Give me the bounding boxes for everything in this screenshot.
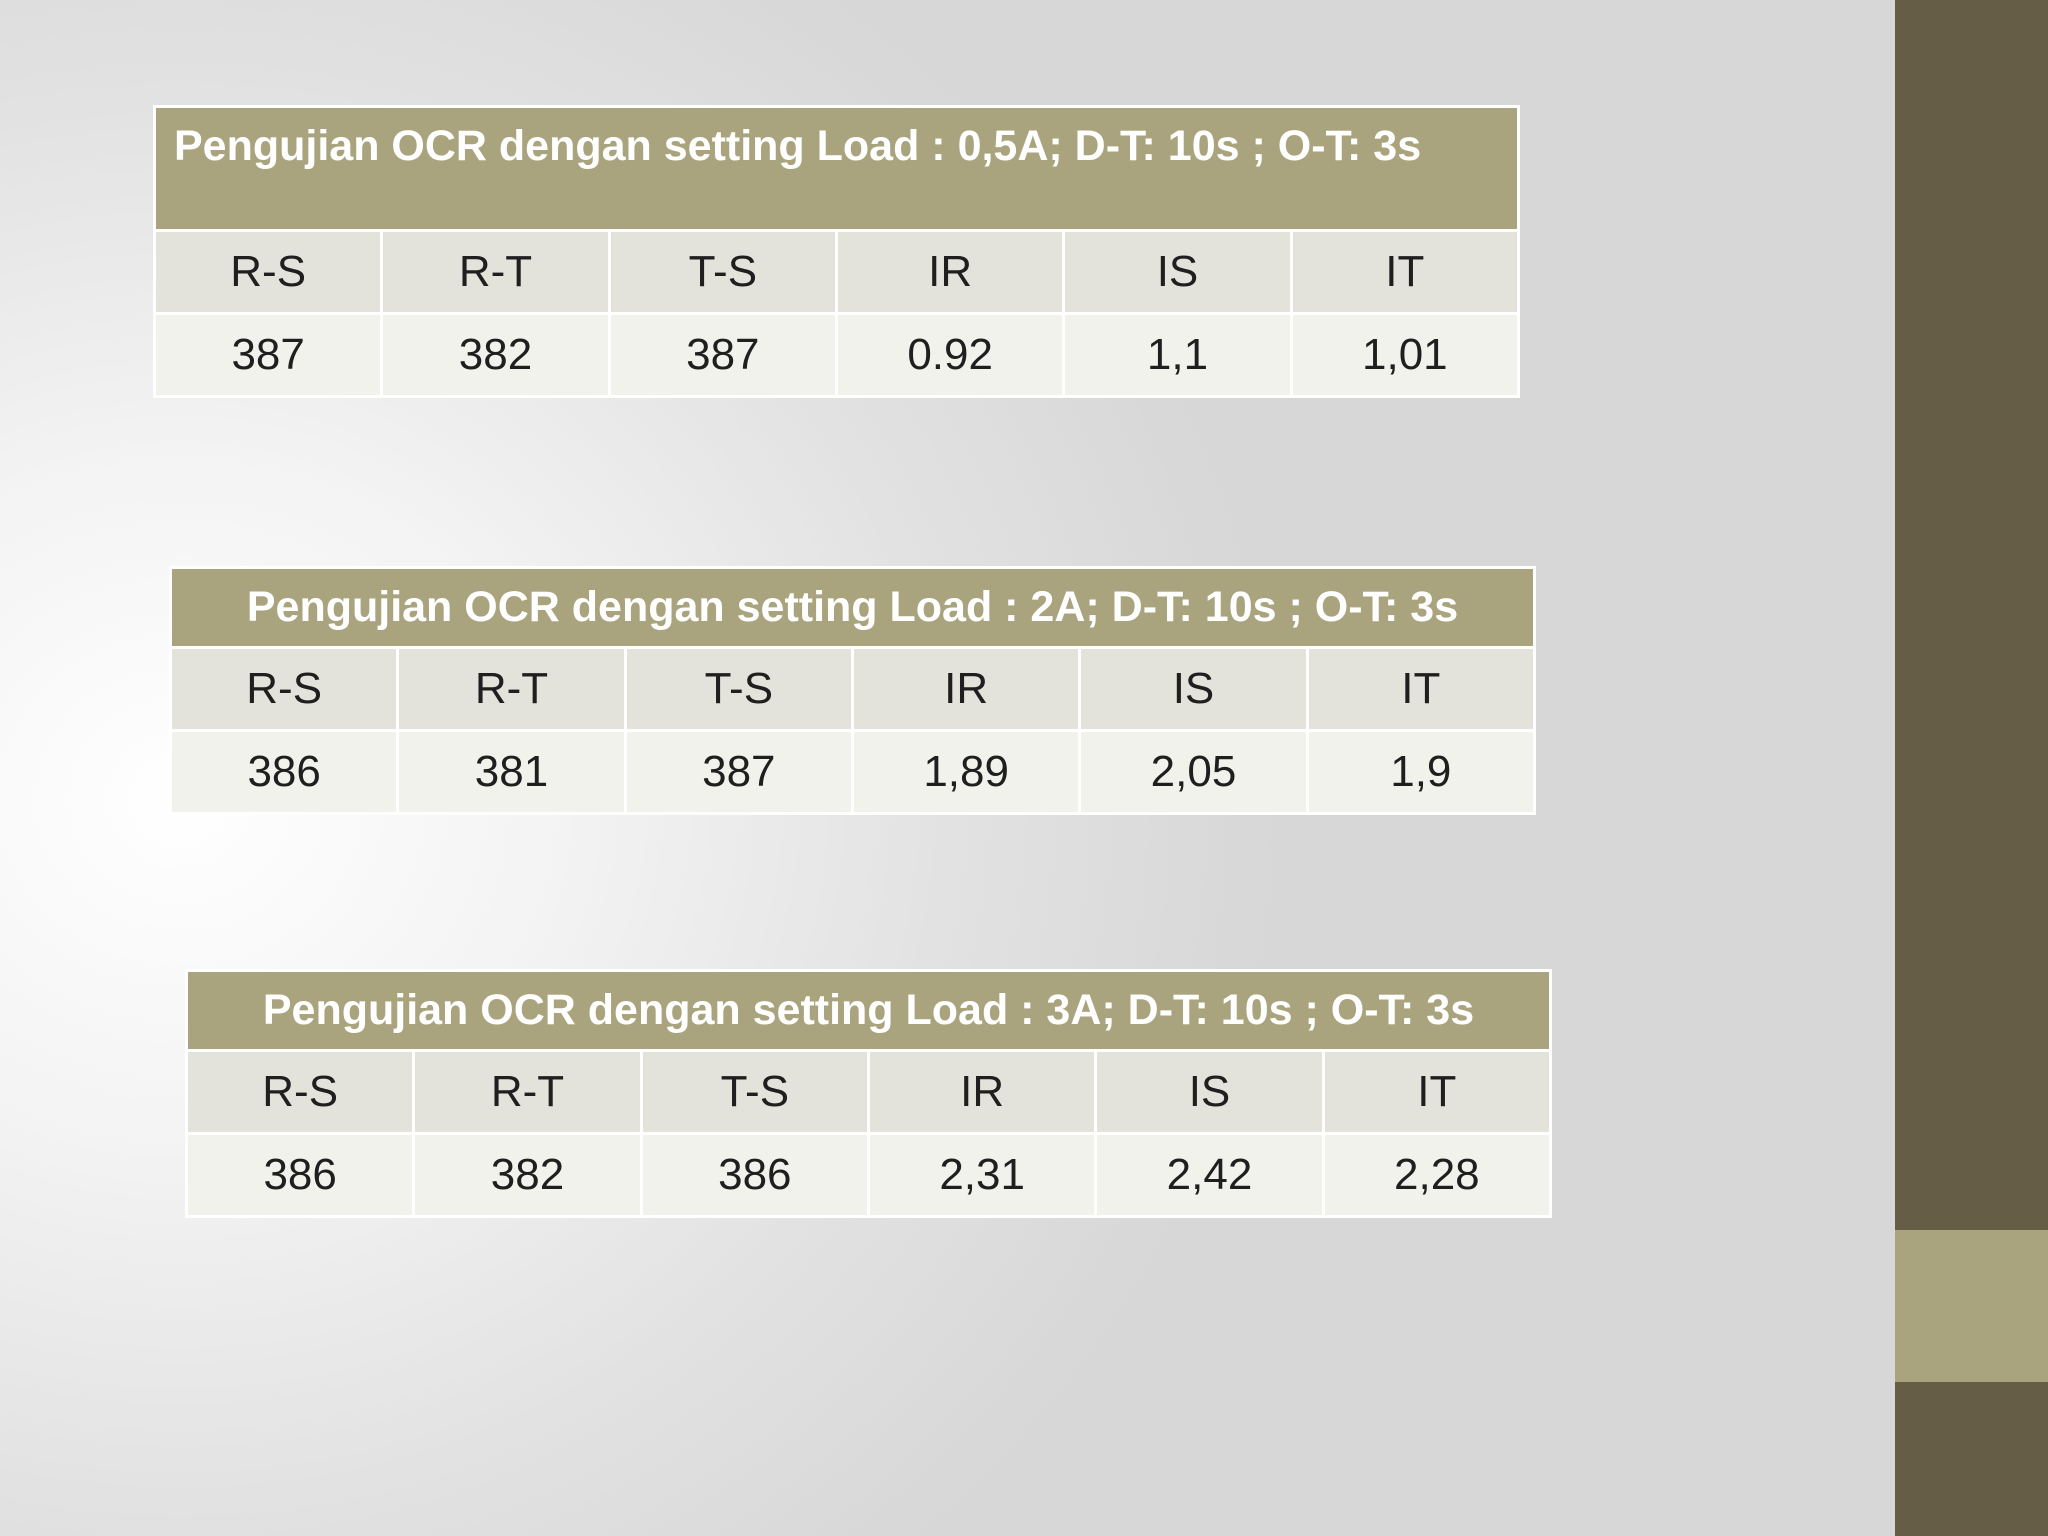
table-header-row: R-S R-T T-S IR IS IT [168,646,1537,732]
column-header-rs: R-S [184,1049,416,1135]
column-header-rs: R-S [152,229,384,315]
column-header-it: IT [1305,646,1537,732]
table-title-row: Pengujian OCR dengan setting Load : 2A; … [169,566,1536,649]
column-header-ts: T-S [623,646,854,732]
column-header-is: IS [1094,1049,1325,1135]
value-ts: 387 [607,312,838,398]
ocr-test-table-3a: Pengujian OCR dengan setting Load : 3A; … [184,969,1553,1218]
value-is: 2,05 [1078,729,1309,815]
column-header-ir: IR [834,229,1066,315]
column-header-ir: IR [866,1049,1098,1135]
value-rt: 381 [396,729,627,815]
value-ir: 2,31 [866,1132,1098,1218]
value-rt: 382 [380,312,611,398]
column-header-it: IT [1321,1049,1553,1135]
table-title: Pengujian OCR dengan setting Load : 2A; … [169,566,1536,649]
column-header-rt: R-T [412,1049,643,1135]
column-header-rt: R-T [380,229,611,315]
table-title: Pengujian OCR dengan setting Load : 3A; … [185,969,1552,1052]
value-rs: 386 [168,729,400,815]
table-header-row: R-S R-T T-S IR IS IT [184,1049,1553,1135]
ocr-test-table-2a: Pengujian OCR dengan setting Load : 2A; … [168,566,1537,815]
table-title: Pengujian OCR dengan setting Load : 0,5A… [153,105,1520,232]
value-ir: 0.92 [834,312,1066,398]
column-header-is: IS [1062,229,1293,315]
column-header-rt: R-T [396,646,627,732]
value-rt: 382 [412,1132,643,1218]
value-ts: 386 [639,1132,870,1218]
table-row: 386 382 386 2,31 2,42 2,28 [184,1132,1553,1218]
column-header-ts: T-S [639,1049,870,1135]
table-title-row: Pengujian OCR dengan setting Load : 3A; … [185,969,1552,1052]
column-header-is: IS [1078,646,1309,732]
column-header-ts: T-S [607,229,838,315]
value-ir: 1,89 [850,729,1082,815]
column-header-ir: IR [850,646,1082,732]
value-it: 1,01 [1289,312,1521,398]
table-row: 386 381 387 1,89 2,05 1,9 [168,729,1537,815]
value-rs: 387 [152,312,384,398]
value-is: 2,42 [1094,1132,1325,1218]
column-header-rs: R-S [168,646,400,732]
column-header-it: IT [1289,229,1521,315]
table-row: 387 382 387 0.92 1,1 1,01 [152,312,1521,398]
table-title-row: Pengujian OCR dengan setting Load : 0,5A… [153,105,1520,232]
value-it: 2,28 [1321,1132,1553,1218]
table-header-row: R-S R-T T-S IR IS IT [152,229,1521,315]
value-ts: 387 [623,729,854,815]
value-is: 1,1 [1062,312,1293,398]
ocr-test-table-0-5a: Pengujian OCR dengan setting Load : 0,5A… [152,105,1521,398]
right-sidebar-accent [1895,1230,2048,1382]
value-it: 1,9 [1305,729,1537,815]
value-rs: 386 [184,1132,416,1218]
